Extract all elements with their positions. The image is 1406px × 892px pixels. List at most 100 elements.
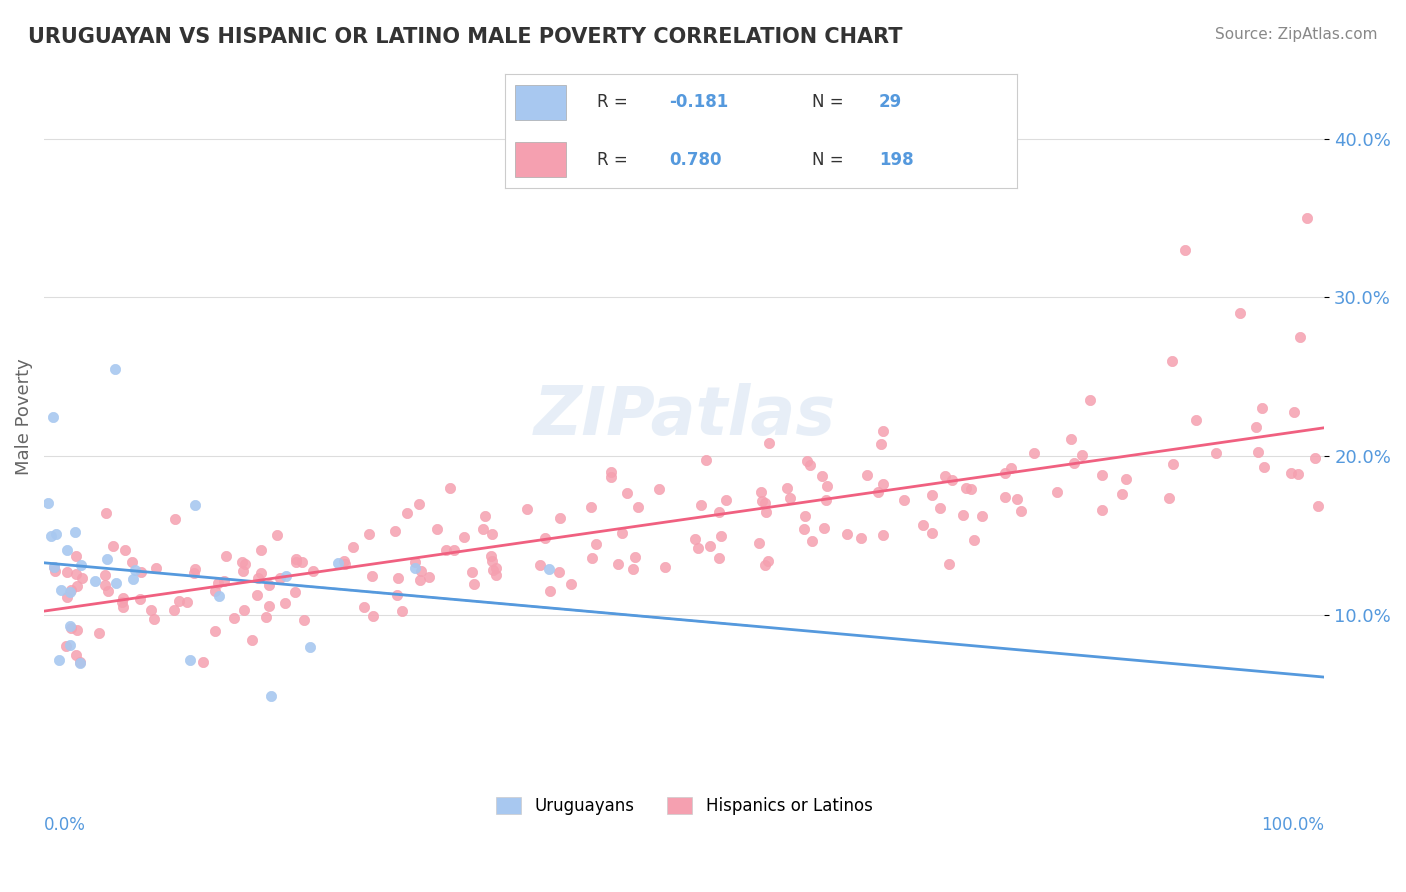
Point (1296, 211, 1319, 226)
Point (59, 619, 82, 633)
Point (709, 550, 731, 565)
Point (204, 624, 226, 638)
Point (42, 560, 65, 574)
Point (48, 653, 70, 667)
Point (66, 579, 89, 593)
Point (59, 585, 82, 599)
Point (621, 562, 644, 576)
Point (533, 531, 555, 545)
Point (391, 604, 413, 618)
Point (411, 564, 433, 578)
Point (163, 603, 186, 617)
Point (56, 590, 79, 604)
Point (695, 453, 717, 467)
Point (418, 570, 440, 584)
Point (56, 565, 79, 579)
Point (623, 549, 645, 564)
Point (342, 541, 364, 555)
Point (755, 505, 778, 519)
Point (233, 602, 256, 616)
Point (815, 479, 838, 493)
Point (121, 572, 143, 586)
Point (934, 468, 956, 483)
Point (60, 621, 83, 635)
Point (1282, 404, 1305, 418)
Point (101, 539, 124, 553)
Point (1289, 330, 1312, 344)
Point (257, 578, 280, 592)
Point (610, 525, 633, 540)
Point (240, 632, 263, 647)
Point (472, 522, 495, 536)
Point (96, 551, 118, 566)
Point (439, 482, 461, 496)
Point (801, 533, 824, 548)
Point (404, 555, 426, 569)
Point (579, 500, 602, 514)
Point (332, 554, 354, 568)
Point (548, 565, 571, 579)
Point (529, 558, 551, 572)
Point (866, 484, 889, 499)
Point (426, 522, 449, 536)
Point (291, 555, 314, 569)
Point (941, 473, 963, 487)
Point (45, 527, 67, 541)
Point (1091, 467, 1114, 482)
Point (538, 562, 561, 576)
Point (124, 563, 146, 577)
Point (1063, 456, 1085, 470)
Point (328, 557, 350, 571)
Point (250, 543, 273, 558)
Point (685, 533, 707, 547)
Point (232, 565, 254, 579)
Point (42, 410, 65, 425)
Text: 0.0%: 0.0% (44, 816, 86, 834)
Point (396, 506, 419, 520)
Point (176, 595, 198, 609)
Point (302, 564, 325, 578)
Point (207, 576, 229, 591)
Point (893, 492, 915, 507)
Point (1005, 492, 1028, 507)
Point (179, 653, 201, 667)
Point (581, 550, 603, 565)
Point (699, 539, 721, 553)
Point (1010, 504, 1032, 518)
Point (921, 526, 943, 541)
Point (1286, 467, 1309, 481)
Point (749, 484, 772, 499)
Point (463, 577, 485, 591)
Point (163, 512, 186, 526)
Point (131, 565, 153, 579)
Point (193, 655, 215, 669)
Legend: Uruguayans, Hispanics or Latinos: Uruguayans, Hispanics or Latinos (489, 790, 879, 822)
Point (955, 481, 977, 495)
Point (65, 549, 87, 563)
Point (751, 493, 773, 508)
Point (796, 453, 818, 467)
Point (112, 591, 135, 605)
Point (479, 549, 502, 564)
Point (65, 566, 87, 581)
Point (1070, 448, 1092, 462)
Point (111, 594, 134, 608)
Point (246, 588, 269, 602)
Point (274, 569, 297, 583)
Point (550, 511, 572, 525)
Point (994, 467, 1017, 481)
Point (1303, 451, 1326, 466)
Point (44, 564, 66, 578)
Point (815, 492, 838, 507)
Point (849, 531, 872, 545)
Point (231, 555, 253, 569)
Point (408, 573, 430, 587)
Point (599, 469, 621, 483)
Point (481, 527, 503, 541)
Point (813, 521, 835, 535)
Point (246, 571, 269, 585)
Point (129, 591, 152, 606)
Point (748, 536, 770, 550)
Point (585, 536, 607, 550)
Point (233, 557, 256, 571)
